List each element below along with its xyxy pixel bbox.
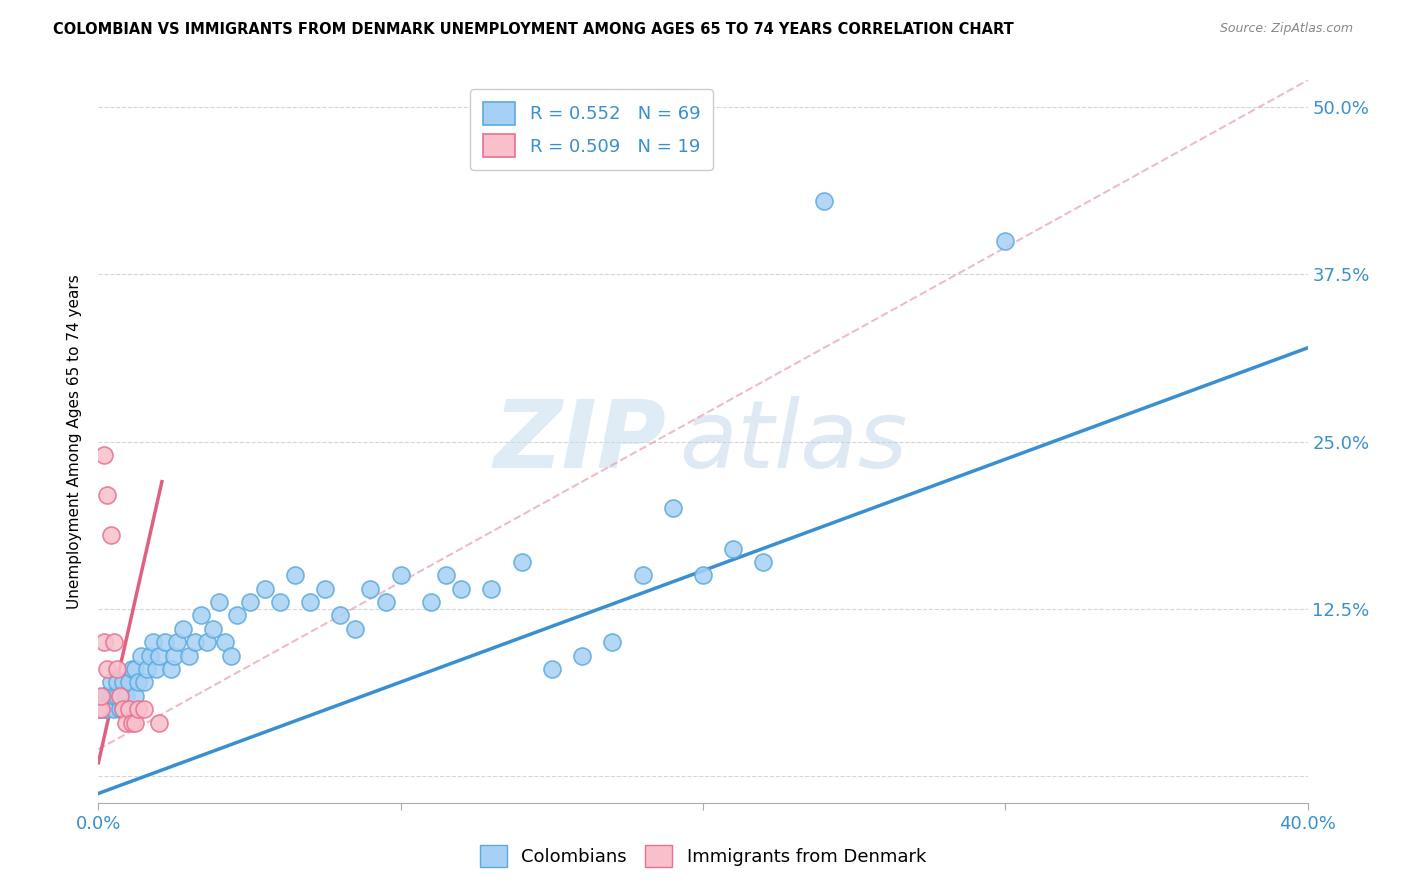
Point xyxy=(90,702,112,716)
Point xyxy=(221,648,243,663)
Point xyxy=(571,648,593,663)
Point xyxy=(93,448,115,462)
Point xyxy=(148,648,170,663)
Point xyxy=(163,648,186,663)
Point xyxy=(127,675,149,690)
Point xyxy=(344,622,367,636)
Point xyxy=(90,702,112,716)
Point xyxy=(114,689,136,703)
Point xyxy=(114,715,136,730)
Point xyxy=(142,635,165,649)
Point xyxy=(172,622,194,636)
Y-axis label: Unemployment Among Ages 65 to 74 years: Unemployment Among Ages 65 to 74 years xyxy=(67,274,83,609)
Point xyxy=(148,715,170,730)
Point xyxy=(208,595,231,609)
Point xyxy=(631,568,654,582)
Point xyxy=(723,541,745,556)
Point xyxy=(132,675,155,690)
Point xyxy=(692,568,714,582)
Point xyxy=(139,648,162,663)
Legend: R = 0.552   N = 69, R = 0.509   N = 19: R = 0.552 N = 69, R = 0.509 N = 19 xyxy=(470,89,713,170)
Point xyxy=(96,689,118,703)
Point xyxy=(129,648,152,663)
Point xyxy=(118,675,141,690)
Text: ZIP: ZIP xyxy=(494,395,666,488)
Text: Source: ZipAtlas.com: Source: ZipAtlas.com xyxy=(1219,22,1353,36)
Point xyxy=(374,595,396,609)
Legend: Colombians, Immigrants from Denmark: Colombians, Immigrants from Denmark xyxy=(472,838,934,874)
Point xyxy=(179,648,201,663)
Point xyxy=(108,689,131,703)
Point xyxy=(124,715,146,730)
Point xyxy=(214,635,236,649)
Text: COLOMBIAN VS IMMIGRANTS FROM DENMARK UNEMPLOYMENT AMONG AGES 65 TO 74 YEARS CORR: COLOMBIAN VS IMMIGRANTS FROM DENMARK UNE… xyxy=(53,22,1014,37)
Point xyxy=(118,702,141,716)
Point xyxy=(145,662,167,676)
Point xyxy=(752,555,775,569)
Point xyxy=(108,702,131,716)
Point xyxy=(153,635,176,649)
Point xyxy=(813,194,835,208)
Point xyxy=(299,595,322,609)
Point xyxy=(160,662,183,676)
Point xyxy=(269,595,291,609)
Point xyxy=(108,689,131,703)
Point xyxy=(329,608,352,623)
Point xyxy=(100,689,122,703)
Point xyxy=(239,595,262,609)
Point xyxy=(124,689,146,703)
Point xyxy=(314,582,336,596)
Point xyxy=(202,622,225,636)
Point xyxy=(100,528,122,542)
Point xyxy=(100,675,122,690)
Point xyxy=(103,635,125,649)
Point xyxy=(96,488,118,502)
Point xyxy=(420,595,443,609)
Point xyxy=(105,689,128,703)
Point xyxy=(124,662,146,676)
Point xyxy=(226,608,249,623)
Point xyxy=(510,555,533,569)
Point xyxy=(111,702,134,716)
Point xyxy=(127,702,149,716)
Text: atlas: atlas xyxy=(679,396,907,487)
Point xyxy=(602,635,624,649)
Point xyxy=(994,234,1017,248)
Point xyxy=(103,689,125,703)
Point xyxy=(93,635,115,649)
Point xyxy=(253,582,276,596)
Point xyxy=(195,635,218,649)
Point xyxy=(166,635,188,649)
Point xyxy=(105,675,128,690)
Point xyxy=(96,662,118,676)
Point xyxy=(450,582,472,596)
Point xyxy=(87,702,110,716)
Point xyxy=(90,689,112,703)
Point xyxy=(103,702,125,716)
Point xyxy=(481,582,503,596)
Point xyxy=(111,702,134,716)
Point xyxy=(111,675,134,690)
Point xyxy=(93,689,115,703)
Point xyxy=(96,702,118,716)
Point xyxy=(121,662,143,676)
Point xyxy=(118,702,141,716)
Point xyxy=(132,702,155,716)
Point xyxy=(389,568,412,582)
Point xyxy=(434,568,457,582)
Point xyxy=(284,568,307,582)
Point xyxy=(184,635,207,649)
Point xyxy=(190,608,212,623)
Point xyxy=(135,662,157,676)
Point xyxy=(93,702,115,716)
Point xyxy=(661,501,683,516)
Point xyxy=(540,662,562,676)
Point xyxy=(360,582,382,596)
Point xyxy=(105,662,128,676)
Point xyxy=(121,715,143,730)
